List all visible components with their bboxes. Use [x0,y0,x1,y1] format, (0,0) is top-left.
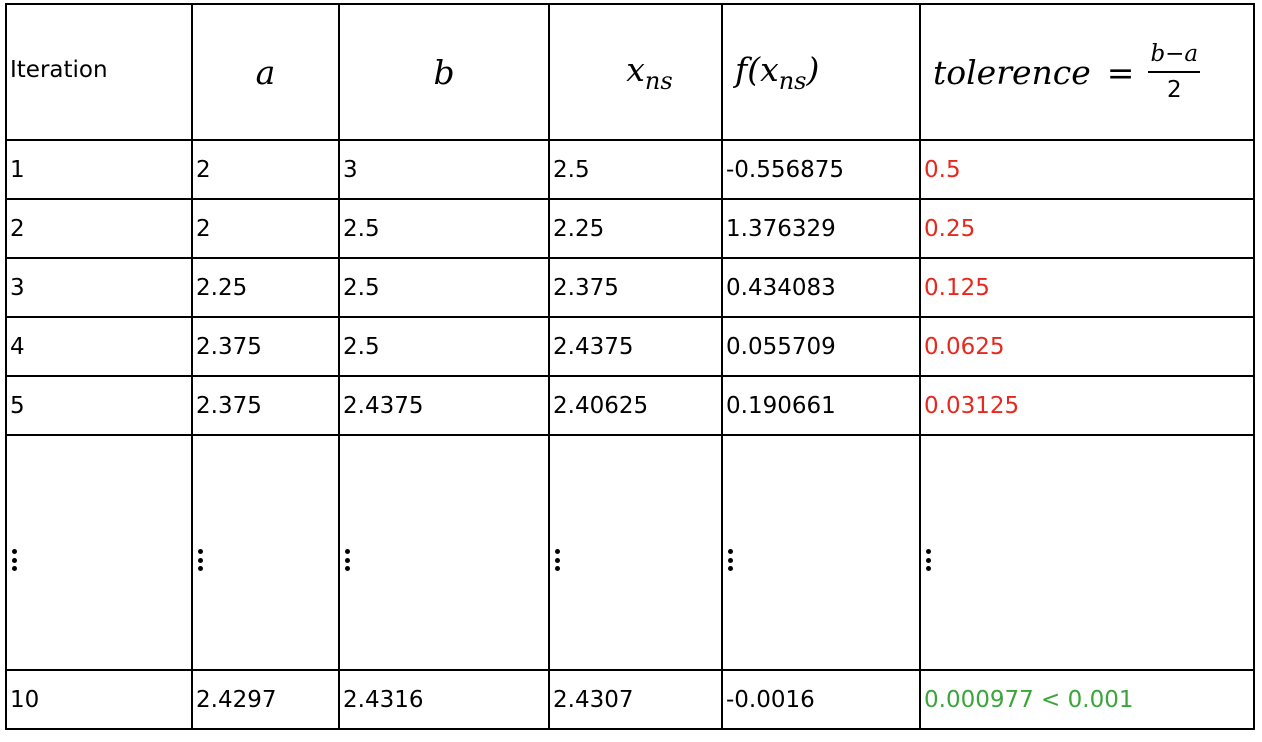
cell-f-x-ns: 0.055709 [721,316,921,377]
cell-b: 2.4375 [338,375,550,436]
cell-tolerance: 0.125 [919,257,1255,318]
cell-x-ns: 2.375 [548,257,723,318]
cell-tolerance: 0.03125 [919,375,1255,436]
cell-iteration: 3 [5,257,193,318]
final-row: 10 2.4297 2.4316 2.4307 -0.0016 0.000977… [5,669,1255,730]
header-b: b [338,3,550,141]
cell-a: 2.4297 [191,669,340,730]
cell-iteration: 2 [5,198,193,259]
cell-iteration: 4 [5,316,193,377]
vertical-ellipsis-icon [548,434,723,671]
cell-tolerance-converged: 0.000977 < 0.001 [919,669,1255,730]
cell-x-ns: 2.25 [548,198,723,259]
ellipsis-row [5,434,1255,671]
cell-tolerance: 0.0625 [919,316,1255,377]
cell-b: 2.4316 [338,669,550,730]
cell-a: 2.25 [191,257,340,318]
header-a: a [191,3,340,141]
header-tolerence: tolerence = b−a 2 [919,3,1255,141]
table-row: 3 2.25 2.5 2.375 0.434083 0.125 [5,257,1255,318]
table-row: 5 2.375 2.4375 2.40625 0.190661 0.03125 [5,375,1255,436]
cell-a: 2 [191,198,340,259]
vertical-ellipsis-icon [338,434,550,671]
cell-f-x-ns: -0.0016 [721,669,921,730]
vertical-ellipsis-icon [5,434,193,671]
cell-x-ns: 2.4375 [548,316,723,377]
cell-iteration: 5 [5,375,193,436]
table-row: 2 2 2.5 2.25 1.376329 0.25 [5,198,1255,259]
vertical-ellipsis-icon [191,434,340,671]
cell-a: 2.375 [191,316,340,377]
cell-x-ns: 2.40625 [548,375,723,436]
cell-x-ns: 2.5 [548,139,723,200]
cell-f-x-ns: -0.556875 [721,139,921,200]
cell-b: 2.5 [338,316,550,377]
header-row: Iteration a b xns f(xns) tolerence = b−a… [5,3,1255,141]
table-row: 1 2 3 2.5 -0.556875 0.5 [5,139,1255,200]
header-iteration: Iteration [5,3,193,141]
cell-a: 2.375 [191,375,340,436]
cell-iteration: 1 [5,139,193,200]
cell-f-x-ns: 1.376329 [721,198,921,259]
header-x-ns: xns [548,3,723,141]
cell-b: 2.5 [338,257,550,318]
vertical-ellipsis-icon [721,434,921,671]
bisection-iteration-table: Iteration a b xns f(xns) tolerence = b−a… [5,3,1255,730]
cell-tolerance: 0.25 [919,198,1255,259]
cell-f-x-ns: 0.190661 [721,375,921,436]
header-f-x-ns: f(xns) [721,3,921,141]
cell-b: 3 [338,139,550,200]
cell-tolerance: 0.5 [919,139,1255,200]
cell-b: 2.5 [338,198,550,259]
cell-a: 2 [191,139,340,200]
cell-x-ns: 2.4307 [548,669,723,730]
cell-f-x-ns: 0.434083 [721,257,921,318]
vertical-ellipsis-icon [919,434,1255,671]
table-row: 4 2.375 2.5 2.4375 0.055709 0.0625 [5,316,1255,377]
tolerance-fraction: b−a 2 [1148,41,1201,103]
cell-iteration: 10 [5,669,193,730]
